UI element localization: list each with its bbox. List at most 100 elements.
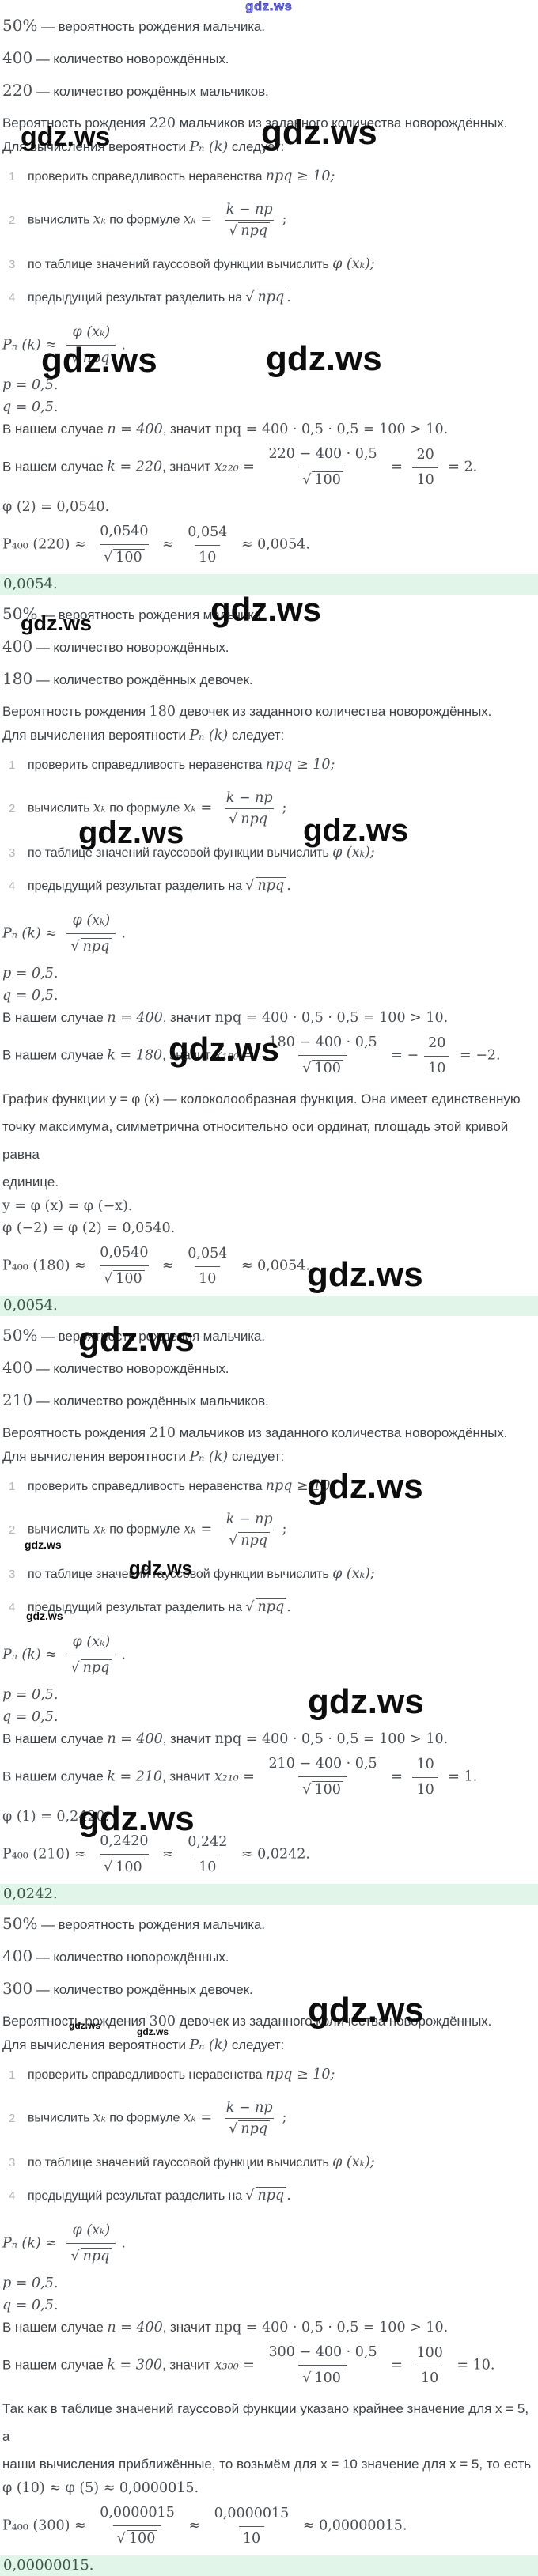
step-text: предыдущий результат разделить на <box>28 879 246 893</box>
answer-highlight: 0,00000015. <box>0 2555 538 2576</box>
sqrt-sign: √ <box>302 2370 312 2386</box>
calc-math: Pₙ (k) <box>189 728 229 743</box>
task-text: девочек из заданного количества новорожд… <box>176 2014 492 2029</box>
probability-line: P₄₀₀ (300) ≈ 0,0000015 √ 100 ≈ 0,0000015 10… <box>2 2503 534 2549</box>
fraction-numerator: 20 <box>428 1035 446 1051</box>
solution-section: 50% — вероятность рождения мальчика. 400… <box>0 604 538 1316</box>
sections-container: 50% — вероятность рождения мальчика. 400… <box>0 16 538 2576</box>
given-line: 50% — вероятность рождения мальчика. <box>2 1326 534 1346</box>
phi-value: φ (−2) = φ (2) = 0,0540. <box>2 1220 176 1236</box>
radicand: npq <box>255 877 287 894</box>
given-line: 50% — вероятность рождения мальчика. <box>2 16 534 36</box>
fraction-numerator: k − np <box>225 790 273 806</box>
given-text: — количество новорождённых. <box>32 51 229 66</box>
fraction-denominator: √ npq <box>225 220 275 239</box>
p-value: p = 0,5. <box>2 2275 59 2291</box>
given-value: 50% <box>2 604 38 623</box>
p-value: p = 0,5. <box>2 1687 59 1703</box>
probability-lhs: P₄₀₀ (220) ≈ <box>2 536 91 553</box>
q-value: q = 0,5. <box>2 2298 59 2313</box>
fraction-denominator: √ npq <box>66 1655 116 1678</box>
step-text: по формуле <box>105 801 184 815</box>
fraction-numerator: k − np <box>225 202 273 218</box>
fraction: φ (xₖ) √ npq <box>66 911 116 957</box>
radicand: 100 <box>312 1781 343 1798</box>
step-number: 4 <box>9 2189 16 2203</box>
result-value: = 1. <box>443 1768 478 1785</box>
calc-text: Для вычисления вероятности <box>2 2037 190 2052</box>
sqrt-sign: √ <box>229 811 238 827</box>
fraction-denominator: √ npq <box>225 1530 275 1549</box>
steps-list: 1 проверить справедливость неравенства np… <box>2 1478 534 1615</box>
step-item: 2 вычислить xₖ по формуле xₖ = k − np √ npq… <box>9 202 534 239</box>
fraction: 20 10 <box>412 445 438 490</box>
watermark: gdz.ws <box>245 0 293 13</box>
step-math: . <box>286 878 291 894</box>
task-line: Вероятность рождения 220 мальчиков из за… <box>2 113 534 134</box>
fraction-numerator: 0,0000015 <box>214 2505 290 2521</box>
k-case-line: В нашем случае k = 180, значит x₁₈₀ = 18… <box>2 1033 534 1079</box>
task-text: мальчиков из заданного количества новоро… <box>176 115 508 131</box>
radicand: npq <box>80 350 112 366</box>
step-math: xₖ <box>93 2109 106 2126</box>
q-value: q = 0,5. <box>2 988 59 1004</box>
n-case-line: В нашем случае n = 400, значит npq = 400… <box>2 419 534 440</box>
symmetry-line: y = φ (x) = φ (−x). <box>2 1196 534 1216</box>
explanation-block: График функции y = φ (x) — колоколообраз… <box>2 1085 534 1196</box>
step-text: проверить справедливость неравенства <box>28 2068 266 2082</box>
npq-equation: npq = 400 · 0,5 · 0,5 = 100 > 10. <box>214 1010 449 1026</box>
task-text: Вероятность рождения <box>2 115 150 131</box>
step-text: вычислить <box>28 801 93 815</box>
answer-highlight: 0,0054. <box>0 574 538 595</box>
step-number: 2 <box>9 1523 16 1537</box>
k-equation: k = 220 <box>107 459 163 475</box>
sqrt-sign: √ <box>245 878 255 894</box>
p-value: p = 0,5. <box>2 377 59 393</box>
calc-text: следует: <box>228 139 285 154</box>
fraction-denominator: √ npq <box>66 345 116 369</box>
step-text: по таблице значений гауссовой функции вы… <box>28 846 333 860</box>
fraction: φ (xₖ) √ npq <box>66 2221 116 2267</box>
probability-lhs: P₄₀₀ (300) ≈ <box>2 2517 91 2534</box>
step-item: 2 вычислить xₖ по формуле xₖ = k − np √ npq… <box>9 790 534 827</box>
n-equation: n = 400 <box>107 1010 163 1026</box>
step-item: 1 проверить справедливость неравенства np… <box>9 168 534 184</box>
radicand: 100 <box>312 1060 343 1076</box>
step-item: 4 предыдущий результат разделить на √ npq. <box>9 2187 534 2203</box>
given-text: — количество новорождённых. <box>32 1361 229 1376</box>
fraction-numerator: 10 <box>416 1756 434 1772</box>
explanation-line: единице. <box>2 1175 59 1190</box>
step-number: 3 <box>9 846 16 860</box>
fraction-denominator: 10 <box>195 1854 221 1878</box>
solution-section: 50% — вероятность рождения мальчика. 400… <box>0 1914 538 2576</box>
step-text: по таблице значений гауссовой функции вы… <box>28 1568 333 1581</box>
given-value: 400 <box>2 1946 33 1965</box>
sqrt-sign: √ <box>302 472 312 488</box>
formula-end: . <box>121 1647 126 1663</box>
case-text: , значит <box>162 1768 214 1784</box>
step-item: 4 предыдущий результат разделить на √ npq. <box>9 877 534 894</box>
calc-intro-line: Для вычисления вероятности Pₙ (k) следуе… <box>2 725 534 746</box>
x-variable: x₃₀₀ = <box>214 2357 260 2374</box>
formula-lhs: Pₙ (k) ≈ <box>2 2235 62 2252</box>
sqrt-sign: √ <box>245 1599 255 1615</box>
q-value-line: q = 0,5. <box>2 2295 534 2316</box>
solution-section: 50% — вероятность рождения мальчика. 400… <box>0 16 538 595</box>
step-math: xₖ <box>93 1521 106 1538</box>
step-text: проверить справедливость неравенства <box>28 1480 266 1493</box>
fraction-denominator: √ npq <box>66 933 116 957</box>
q-value-line: q = 0,5. <box>2 1707 534 1727</box>
probability-lhs: P₄₀₀ (180) ≈ <box>2 1258 91 1274</box>
step-math: ; <box>282 800 287 816</box>
case-text: В нашем случае <box>2 2320 108 2335</box>
case-text: В нашем случае <box>2 2357 108 2373</box>
fraction: 0,054 10 <box>184 1244 231 1289</box>
k-equation: k = 180 <box>107 1047 163 1064</box>
fraction-numerator: 20 <box>416 446 434 463</box>
given-text: — вероятность рождения мальчика. <box>37 1329 265 1344</box>
step-item: 4 предыдущий результат разделить на √ npq. <box>9 289 534 305</box>
radicand: npq <box>238 1532 271 1549</box>
given-line: 180 — количество рождённых девочек. <box>2 669 534 690</box>
step-number: 4 <box>9 1601 16 1614</box>
sqrt-sign: √ <box>70 2249 80 2264</box>
